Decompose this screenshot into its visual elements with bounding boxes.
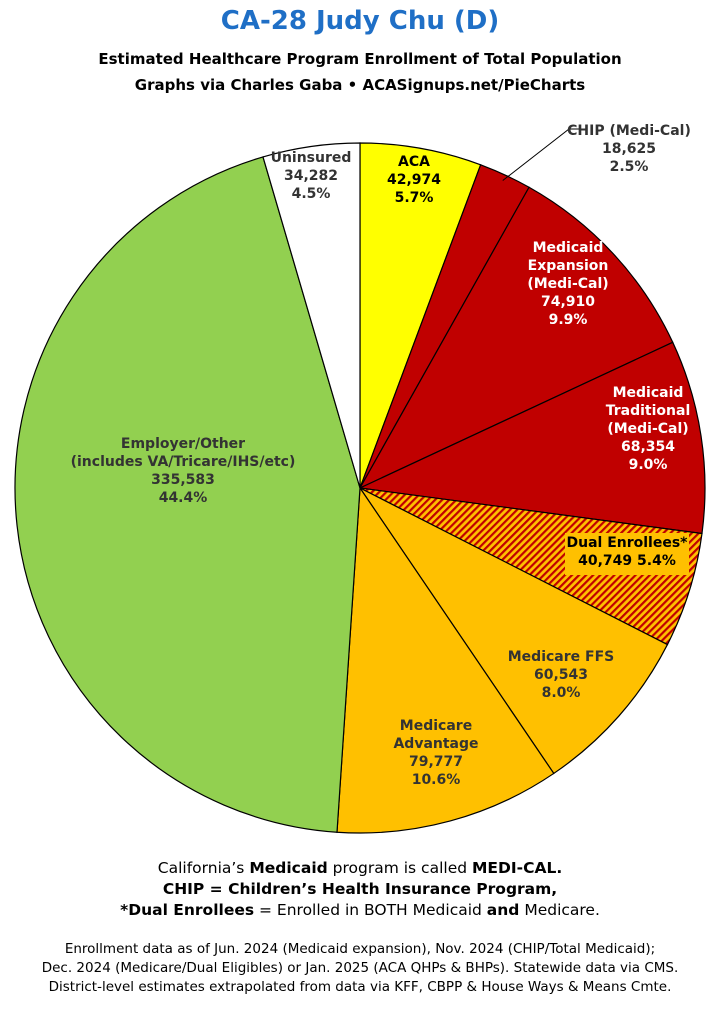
pie-slice-medicaid-expansion-medi-cal [358,186,674,490]
footer-line-1: Enrollment data as of Jun. 2024 (Medicai… [64,941,656,957]
chip-leader-line [502,128,579,181]
dual-enrollees-label-box [565,533,689,575]
pie-slice-medicare-advantage [336,486,555,834]
slice-label-medicaid-expansion-medi-cal: Medicaid Expansion (Medi-Cal) 74,910 9.9% [527,240,608,328]
note-line-3: *Dual Enrollees = Enrolled in BOTH Medic… [120,901,600,919]
pie-slice-uninsured [262,142,361,489]
pie-chart: ACA 42,974 5.7% CHIP (Medi-Cal) 18,625 2.5% Me… [14,123,706,834]
slice-label-medicare-advantage: Medicare Advantage 79,777 10.6% [393,718,478,788]
pie-slice-medicaid-traditional-medi-cal [357,341,706,535]
slice-label-aca: ACA 42,974 5.7% [387,154,441,206]
notes: California’s Medicaid program is called … [0,858,720,921]
chart-title: CA-28 Judy Chu (D) [220,6,500,36]
footer: Enrollment data as of Jun. 2024 (Medicai… [0,940,720,997]
note-line-2: CHIP = Children’s Health Insurance Progr… [162,880,558,898]
note-line-1: California’s Medicaid program is called … [157,859,563,877]
slice-label-employer-other-includes-va-tricare-ihs-etc: Employer/Other (includes VA/Tricare/IHS/e… [71,436,296,506]
chart-credit: Graphs via Charles Gaba • ACASignups.net… [134,76,586,94]
footer-line-2: Dec. 2024 (Medicare/Dual Eligibles) or J… [41,960,679,976]
slice-label-dual-enrollees: Dual Enrollees* 40,749 5.4% [566,535,688,569]
chart-subtitle: Estimated Healthcare Program Enrollment … [98,50,622,68]
slice-label-medicare-ffs: Medicare FFS 60,543 8.0% [508,649,614,701]
footer-line-3: District-level estimates extrapolated fr… [48,979,672,995]
pie-slice-medicare-ffs [359,487,669,775]
pie-slice-employer-other-includes-va-tricare-ihs-etc [14,156,361,833]
slice-label-chip-medi-cal: CHIP (Medi-Cal) 18,625 2.5% [567,123,691,175]
slice-label-medicaid-traditional-medi-cal: Medicaid Traditional (Medi-Cal) 68,354 9.0% [606,385,691,473]
slice-label-uninsured: Uninsured 34,282 4.5% [271,150,352,202]
